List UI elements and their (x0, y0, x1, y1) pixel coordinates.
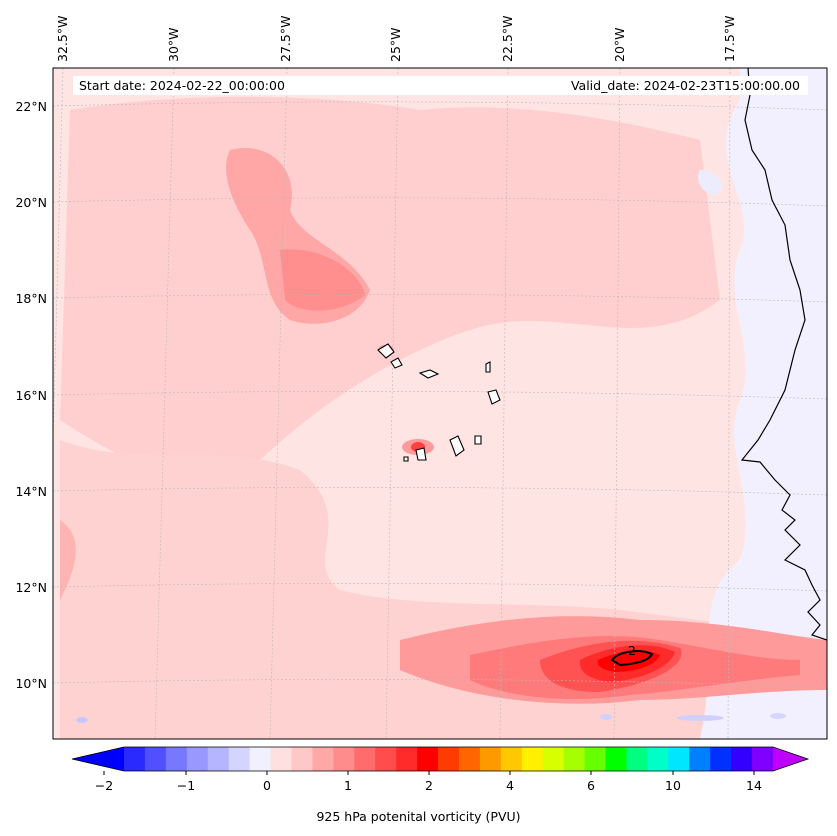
date-header: Start date: 2024-02-22_00:00:00 Valid_da… (73, 76, 808, 95)
map-frame (52, 67, 828, 740)
valid-date-label: Valid_date: 2024-02-23T15:00:00.00 (570, 78, 800, 93)
africa-coastline (740, 68, 827, 641)
colorbar-segment (207, 747, 230, 771)
lon-label: 32.5°W (55, 16, 70, 62)
cbar-tick-label: 10 (665, 778, 681, 793)
cbar-tick-label: −2 (95, 778, 113, 793)
colorbar-segment (249, 747, 272, 771)
colorbar-segment (291, 747, 313, 771)
colorbar-segment (563, 747, 586, 771)
colorbar-segment (228, 747, 251, 771)
lon-label: 17.5°W (722, 16, 737, 62)
lon-label: 30°W (166, 27, 181, 62)
colorbar-segment (458, 747, 481, 771)
cbar-tick-label: 14 (746, 778, 762, 793)
colorbar-segment (333, 747, 355, 771)
colorbar-extend-max (773, 747, 808, 771)
contour-label: 2 (628, 643, 636, 658)
colorbar-segment (438, 747, 460, 771)
colorbar-segment (270, 747, 292, 771)
lat-label: 18°N (15, 291, 47, 306)
colorbar-segment (584, 747, 607, 771)
colorbar-segment (542, 747, 565, 771)
lat-label: 16°N (15, 388, 47, 403)
longitude-labels: 32.5°W 30°W 27.5°W 25°W 22.5°W 20°W 17.5… (55, 16, 737, 62)
cbar-tick-label: −1 (177, 778, 195, 793)
lat-label: 20°N (15, 195, 47, 210)
colorbar-segment (165, 747, 188, 771)
colorbar-segment (731, 747, 753, 771)
colorbar-ticks: −2 −1 0 1 2 4 6 10 14 (95, 771, 762, 793)
lat-label: 14°N (15, 484, 47, 499)
colorbar-segment (417, 747, 439, 771)
colorbar-segment (668, 747, 690, 771)
colorbar-segment (605, 747, 627, 771)
colorbar-segment (752, 747, 774, 771)
pv-contour-2 (610, 650, 654, 667)
colorbar-outline (71, 746, 810, 772)
colorbar-segment (689, 747, 711, 771)
lat-label: 22°N (15, 99, 47, 114)
lon-label: 20°W (612, 27, 627, 62)
latitude-labels: 22°N 20°N 18°N 16°N 14°N 12°N 10°N (15, 99, 47, 691)
cape-verde-islands (377, 343, 501, 462)
colorbar-title: 925 hPa potenital vorticity (PVU) (316, 809, 521, 824)
colorbar-segment (521, 747, 544, 771)
colorbar-segment (375, 747, 397, 771)
colorbar-segment (354, 747, 376, 771)
lat-label: 12°N (15, 580, 47, 595)
colorbar-segment (144, 747, 167, 771)
start-date-label: Start date: 2024-02-22_00:00:00 (79, 78, 285, 93)
colorbar-segment (500, 747, 523, 771)
lon-label: 25°W (388, 27, 403, 62)
cbar-tick-label: 1 (344, 778, 352, 793)
lon-label: 27.5°W (278, 16, 293, 62)
cbar-tick-label: 0 (263, 778, 271, 793)
lon-label: 22.5°W (500, 16, 515, 62)
colorbar-segment (479, 747, 502, 771)
pv-field (53, 68, 827, 739)
colorbar (71, 746, 810, 772)
lat-label: 10°N (15, 676, 47, 691)
cbar-tick-label: 6 (587, 778, 595, 793)
colorbar-segment (186, 747, 209, 771)
colorbar-segment (626, 747, 648, 771)
cbar-tick-label: 4 (506, 778, 514, 793)
colorbar-segment (710, 747, 732, 771)
colorbar-segment (396, 747, 418, 771)
colorbar-segment (124, 747, 146, 771)
cbar-tick-label: 2 (425, 778, 433, 793)
colorbar-extend-min (72, 747, 124, 771)
colorbar-segment (312, 747, 334, 771)
colorbar-segment (647, 747, 669, 771)
